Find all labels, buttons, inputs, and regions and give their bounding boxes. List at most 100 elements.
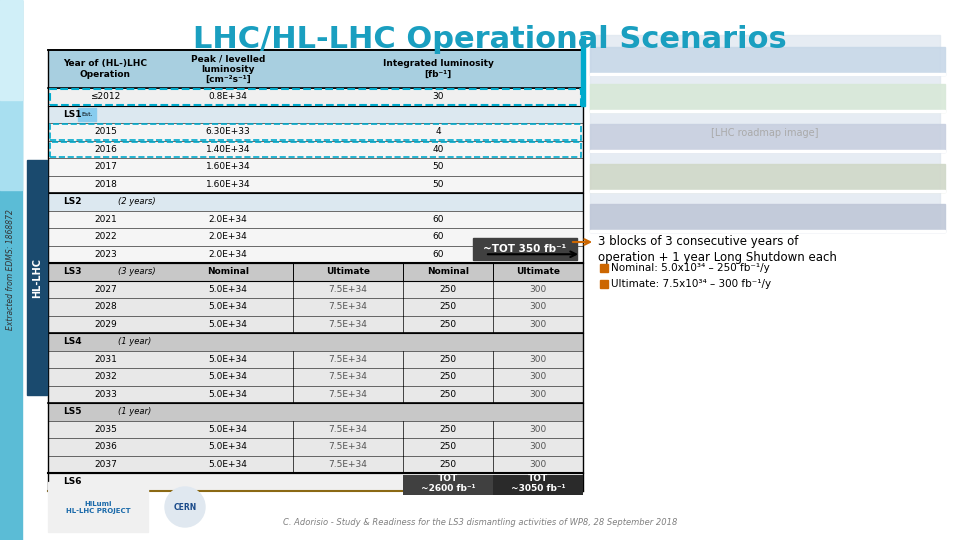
Text: 300: 300 [529,390,546,399]
Text: 2016: 2016 [94,145,117,154]
Text: 300: 300 [529,442,546,451]
Text: Nominal: 5.0x10³⁴ – 250 fb⁻¹/y: Nominal: 5.0x10³⁴ – 250 fb⁻¹/y [611,263,770,273]
Text: 300: 300 [529,355,546,364]
Text: 7.5E+34: 7.5E+34 [328,285,368,294]
Text: 2036: 2036 [94,442,117,451]
Text: 2033: 2033 [94,390,117,399]
Bar [48,280,583,298]
Text: LS2: LS2 [63,197,82,206]
Text: (2 years): (2 years) [118,197,156,206]
Text: 2037: 2037 [94,460,117,469]
Text: 1.60E+34: 1.60E+34 [205,180,251,189]
Text: C. Adorisio - Study & Readiness for the LS3 dismantling activities of WP8, 28 Se: C. Adorisio - Study & Readiness for the … [283,518,677,527]
Bar [493,475,583,495]
Text: TOT
~3050 fb⁻¹: TOT ~3050 fb⁻¹ [511,474,565,494]
Text: 2035: 2035 [94,425,117,434]
Text: operation + 1 year Long Shutdown each: operation + 1 year Long Shutdown each [598,251,837,264]
Bar [600,280,608,288]
Text: 250: 250 [440,302,457,311]
Bar [600,264,608,272]
Bar [590,73,945,75]
Text: 5.0E+34: 5.0E+34 [208,355,248,364]
Bar [590,150,945,152]
Text: LS3: LS3 [63,267,82,276]
Bar [48,368,583,386]
Text: 7.5E+34: 7.5E+34 [328,372,368,381]
Bar [48,263,583,280]
Bar [590,204,945,232]
Text: 2028: 2028 [94,302,117,311]
Bar [48,298,583,315]
FancyBboxPatch shape [473,238,577,260]
Bar [590,164,945,192]
Bar [78,107,96,121]
Text: ~TOT 350 fb⁻¹: ~TOT 350 fb⁻¹ [484,244,566,254]
Text: 4: 4 [435,127,441,136]
Text: 2018: 2018 [94,180,117,189]
Bar [48,158,583,176]
Bar [48,386,583,403]
Bar [48,421,583,438]
Text: 3 blocks of 3 consecutive years of: 3 blocks of 3 consecutive years of [598,235,799,248]
Text: LS4: LS4 [63,338,82,346]
Text: 300: 300 [529,460,546,469]
Text: 2031: 2031 [94,355,117,364]
Bar [48,105,583,123]
Text: 30: 30 [432,92,444,102]
Text: 50: 50 [432,162,444,171]
Text: 7.5E+34: 7.5E+34 [328,460,368,469]
Text: 2015: 2015 [94,127,117,136]
Text: ≤2012: ≤2012 [90,92,121,102]
Text: 5.0E+34: 5.0E+34 [208,425,248,434]
Text: Est.: Est. [82,112,93,117]
Text: 5.0E+34: 5.0E+34 [208,320,248,329]
Text: 2027: 2027 [94,285,117,294]
Text: 2022: 2022 [94,232,117,241]
Text: CERN: CERN [174,503,197,511]
Text: Peak / levelled
luminosity
[cm⁻²s⁻¹]: Peak / levelled luminosity [cm⁻²s⁻¹] [191,54,265,84]
Text: 300: 300 [529,302,546,311]
Text: (1 year): (1 year) [118,338,152,346]
Text: 2029: 2029 [94,320,117,329]
Bar [48,473,583,490]
Bar [27,160,47,395]
Text: 7.5E+34: 7.5E+34 [328,320,368,329]
Text: LHC/HL-LHC Operational Scenarios: LHC/HL-LHC Operational Scenarios [193,25,787,54]
Text: LS5: LS5 [63,407,82,416]
Bar [48,438,583,456]
Text: LS1: LS1 [63,110,82,119]
Text: Nominal: Nominal [207,267,249,276]
Bar [48,228,583,246]
Text: Extracted from EDMS: 1868872: Extracted from EDMS: 1868872 [7,210,15,330]
Text: 250: 250 [440,460,457,469]
Text: 7.5E+34: 7.5E+34 [328,355,368,364]
Bar [590,124,945,152]
Text: 250: 250 [440,285,457,294]
Bar [48,315,583,333]
Text: LS6: LS6 [63,477,82,486]
Text: 60: 60 [432,249,444,259]
Text: 250: 250 [440,390,457,399]
Text: 2021: 2021 [94,215,117,224]
Text: Ultimate: Ultimate [326,267,370,276]
Text: 2032: 2032 [94,372,117,381]
Bar [590,84,945,112]
Bar [48,403,583,421]
Bar [581,36,585,105]
Text: 7.5E+34: 7.5E+34 [328,390,368,399]
Text: 7.5E+34: 7.5E+34 [328,302,368,311]
Text: Nominal: Nominal [427,267,469,276]
Circle shape [165,487,205,527]
Text: 1.60E+34: 1.60E+34 [205,162,251,171]
Text: 5.0E+34: 5.0E+34 [208,372,248,381]
Text: Integrated luminosity
[fb⁻¹]: Integrated luminosity [fb⁻¹] [383,59,493,79]
Bar [590,47,945,75]
Text: 5.0E+34: 5.0E+34 [208,390,248,399]
Bar [0,0,22,540]
Bar [48,140,583,158]
Text: 0.8E+34: 0.8E+34 [208,92,248,102]
Text: (3 years): (3 years) [118,267,156,276]
Text: 2017: 2017 [94,162,117,171]
Text: 300: 300 [529,425,546,434]
Text: 300: 300 [529,372,546,381]
